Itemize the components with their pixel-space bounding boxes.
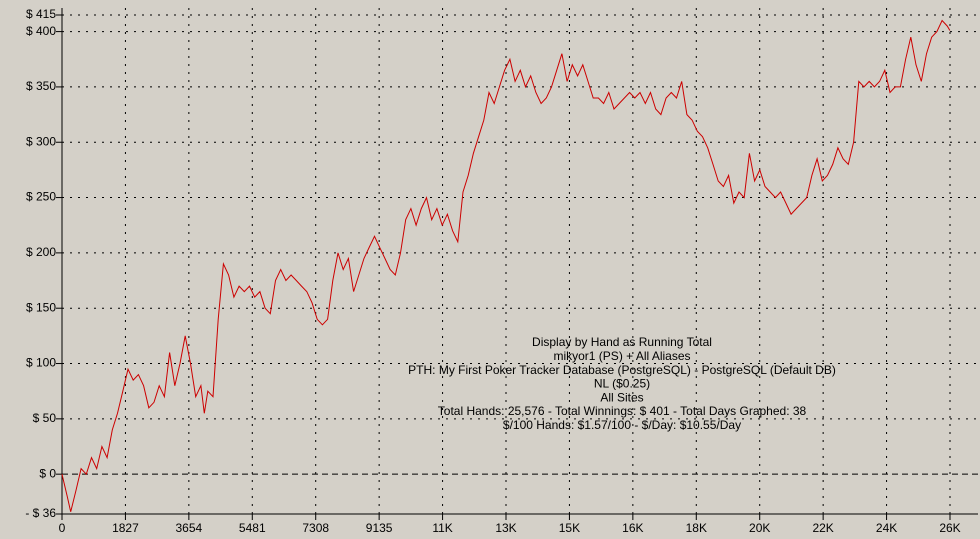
annotation: All Sites bbox=[600, 390, 643, 404]
y-tick-label: $ 400 bbox=[26, 24, 56, 38]
annotation: Display by Hand as Running Total bbox=[532, 335, 712, 349]
annotation: mikyor1 (PS) + All Aliases bbox=[553, 349, 690, 363]
x-tick-label: 22K bbox=[812, 521, 833, 535]
x-tick-label: 11K bbox=[432, 521, 452, 535]
x-tick-label: 5481 bbox=[239, 521, 266, 535]
line bbox=[61, 19, 951, 512]
y-tick-label: $ 100 bbox=[26, 356, 56, 370]
x-tick-label: 9135 bbox=[366, 521, 393, 535]
x-tick-label: 16K bbox=[622, 521, 643, 535]
x-tick-label: 15K bbox=[559, 521, 580, 535]
y-tick-label: - $ 36 bbox=[25, 506, 56, 520]
x-tick-label: 3654 bbox=[176, 521, 203, 535]
y-tick-label: $ 0 bbox=[39, 466, 56, 480]
x-tick-label: 18K bbox=[686, 521, 707, 535]
x-tick-label: 13K bbox=[495, 521, 516, 535]
annotation: NL ($0.25) bbox=[594, 377, 650, 391]
y-tick-label: $ 300 bbox=[26, 134, 56, 148]
annotation: Total Hands: 25,576 - Total Winnings: $ … bbox=[438, 404, 807, 418]
x-tick-label: 7308 bbox=[302, 521, 329, 535]
x-tick-label: 20K bbox=[749, 521, 770, 535]
x-tick-label: 26K bbox=[939, 521, 960, 535]
y-tick-label: $ 250 bbox=[26, 190, 56, 204]
y-tick-label: $ 415 bbox=[26, 7, 56, 21]
y-tick-label: $ 150 bbox=[26, 300, 56, 314]
x-tick-label: 0 bbox=[59, 521, 66, 535]
annotation: PTH: My First Poker Tracker Database (Po… bbox=[408, 363, 836, 377]
y-tick-label: $ 50 bbox=[33, 411, 57, 425]
x-tick-label: 1827 bbox=[112, 521, 139, 535]
y-tick-label: $ 200 bbox=[26, 245, 56, 259]
annotation: $/100 Hands: $1.57/100 - $/Day: $10.55/D… bbox=[503, 418, 741, 432]
x-tick-label: 24K bbox=[876, 521, 897, 535]
y-tick-label: $ 350 bbox=[26, 79, 56, 93]
